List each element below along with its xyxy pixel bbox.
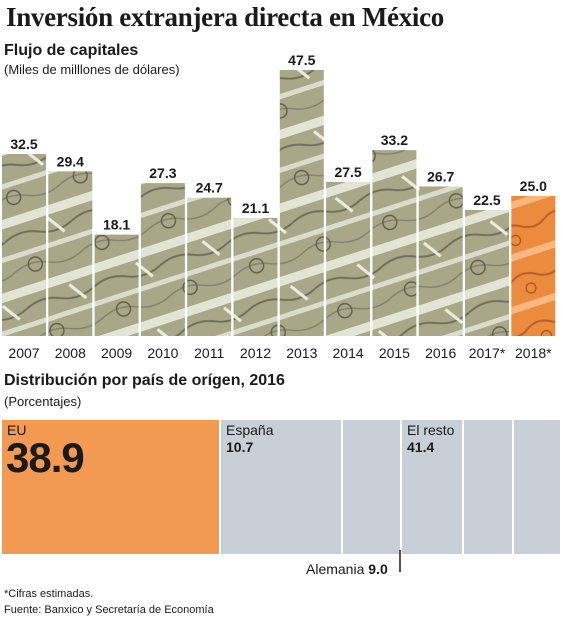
bar-chart-title: Flujo de capitales [4,42,139,59]
value-label-2009: 18.1 [103,217,130,233]
value-label-2017: 22.5 [473,192,500,208]
year-label-2010: 2010 [147,345,178,361]
year-label-2017: 2017* [469,345,506,361]
treemap-cell-eu: EU 38.9 [2,420,219,554]
bar-2015 [372,150,417,336]
year-label-2012: 2012 [240,345,271,361]
value-label-2015: 33.2 [381,132,408,148]
year-label-2011: 2011 [194,345,224,361]
cell-el-resto-name: El resto [407,422,455,438]
bar-chart: 32.5 29.4 18.1 27.3 24.7 21.1 47.5 27.5 33.2 26.7… [2,52,556,361]
year-label-2013: 2013 [286,345,317,361]
infographic-title: Inversión extranjera directa en México [6,2,444,32]
alemania-name: Alemania [306,561,365,577]
footnote: *Cifras estimadas. [4,588,94,600]
treemap-cell-alemania [343,420,400,554]
value-label-2013: 47.5 [288,52,315,68]
year-label-2015: 2015 [379,345,410,361]
bar-2016 [418,186,463,336]
alemania-leader-line [399,550,401,572]
treemap-title: Distribución por país de orígen, 2016 [4,372,285,389]
cell-el-resto-value: 41.4 [407,439,435,455]
value-label-2018: 25.0 [520,178,547,194]
country-treemap: EU 38.9 España 10.7 El resto 41.4 [2,420,560,554]
bar-2013 [279,70,324,336]
bar-2012 [233,217,278,336]
bar-chart-units: (Miles de milllones de dólares) [4,62,180,77]
value-label-2008: 29.4 [57,153,84,169]
alemania-callout: Alemania 9.0 [306,561,388,577]
value-label-2016: 26.7 [427,168,454,184]
bar-2010 [140,183,185,336]
year-label-2008: 2008 [55,345,86,361]
bar-2017 [465,210,509,336]
treemap-grid-line [512,420,514,554]
bar-2018 [511,196,556,336]
cell-espana-value: 10.7 [226,439,254,455]
value-label-2012: 21.1 [242,200,269,216]
value-label-2010: 27.3 [149,165,176,181]
value-label-2007: 32.5 [10,136,37,152]
year-label-2018: 2018* [515,345,552,361]
year-label-2014: 2014 [333,345,364,361]
cell-espana-name: España [226,422,274,438]
value-label-2014: 27.5 [334,164,361,180]
treemap-grid-line [462,420,464,554]
cell-eu-name: EU [7,422,27,438]
bar-2008 [48,171,93,336]
year-label-2009: 2009 [101,345,132,361]
year-label-2007: 2007 [8,345,39,361]
year-label-2016: 2016 [425,345,456,361]
source-note: Fuente: Banxico y Secretaría de Economía [4,604,214,616]
value-label-2011: 24.7 [196,180,223,196]
alemania-value: 9.0 [368,561,388,577]
treemap-cell-el-resto: El resto 41.4 [402,420,560,554]
cell-eu-value: 38.9 [6,434,85,481]
treemap-units: (Porcentajes) [4,394,82,409]
bar-2014 [326,182,371,336]
bar-2009 [94,234,139,336]
treemap-cell-espana: España 10.7 [221,420,341,554]
bar-2011 [187,197,232,336]
bar-2007 [2,154,46,336]
